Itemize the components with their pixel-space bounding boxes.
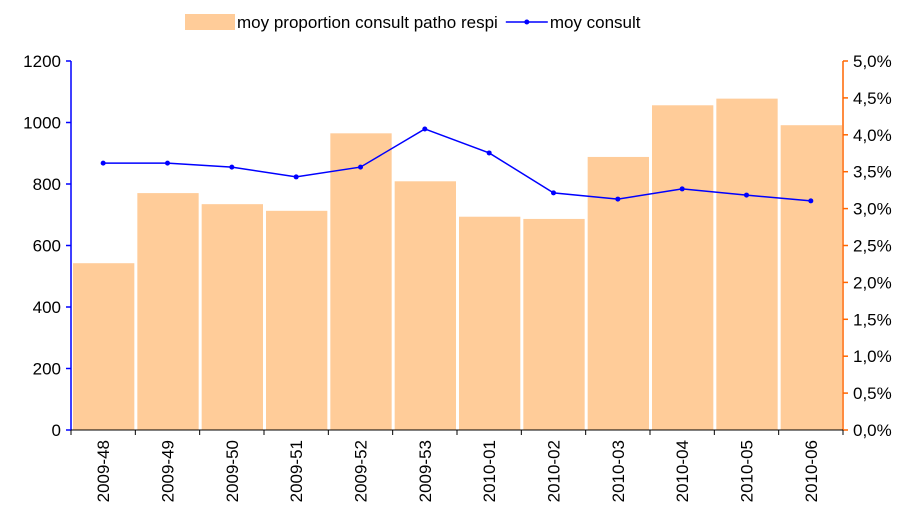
y2-tick-label: 4,5% [853, 89, 892, 108]
bar [587, 156, 649, 430]
x-tick-label: 2010-05 [738, 440, 757, 502]
y-tick-label: 1000 [23, 114, 61, 133]
x-tick-label: 2009-49 [159, 440, 178, 502]
x-tick-label: 2009-52 [352, 440, 371, 502]
line-point [165, 160, 170, 166]
line-point [679, 186, 685, 192]
y2-tick-label: 2,0% [853, 273, 892, 292]
bar [780, 125, 842, 431]
line-point [229, 164, 235, 170]
x-tick-label: 2010-03 [609, 440, 628, 502]
line-point [551, 190, 556, 196]
y-tick-label: 1200 [23, 52, 61, 71]
y2-tick-label: 1,5% [853, 310, 892, 329]
y2-tick-label: 3,5% [853, 163, 892, 182]
x-tick-label: 2009-51 [287, 440, 306, 502]
y2-tick-label: 1,0% [853, 347, 892, 366]
y-tick-label: 400 [33, 298, 61, 317]
line-point [615, 196, 621, 202]
y2-tick-label: 3,0% [853, 200, 892, 219]
y-tick-label: 200 [33, 360, 61, 379]
x-tick-label: 2009-48 [94, 440, 113, 502]
line-point [422, 126, 428, 132]
line-point [486, 150, 492, 156]
bar [201, 204, 263, 430]
legend-label: moy proportion consult patho respi [237, 13, 498, 32]
x-tick-label: 2009-53 [416, 440, 435, 502]
y2-tick-label: 0,0% [853, 421, 892, 440]
bar [459, 216, 521, 430]
bar [137, 193, 199, 430]
line-point [293, 174, 299, 180]
x-tick-label: 2010-02 [545, 440, 564, 502]
bar [73, 263, 135, 430]
legend-label: moy consult [550, 13, 641, 32]
bar [716, 98, 778, 430]
bar [652, 105, 714, 430]
bar [394, 181, 456, 430]
legend-swatch [185, 14, 235, 30]
x-tick-label: 2010-01 [480, 440, 499, 502]
bar [266, 210, 328, 430]
x-tick-label: 2010-04 [673, 440, 692, 502]
x-tick-label: 2009-50 [223, 440, 242, 502]
y-tick-label: 600 [33, 237, 61, 256]
y-tick-label: 800 [33, 175, 61, 194]
x-tick-label: 2010-06 [802, 440, 821, 502]
y2-tick-label: 0,5% [853, 384, 892, 403]
y2-tick-label: 4,0% [853, 126, 892, 145]
line-point [358, 164, 363, 170]
y2-tick-label: 2,5% [853, 237, 892, 256]
y2-tick-label: 5,0% [853, 52, 892, 71]
bar [523, 218, 585, 430]
bar [330, 133, 392, 430]
legend-swatch [524, 19, 530, 25]
line-point [100, 160, 106, 166]
line-point [808, 198, 814, 204]
line-point [744, 192, 749, 198]
y-tick-label: 0 [52, 421, 61, 440]
line-series [103, 128, 811, 202]
